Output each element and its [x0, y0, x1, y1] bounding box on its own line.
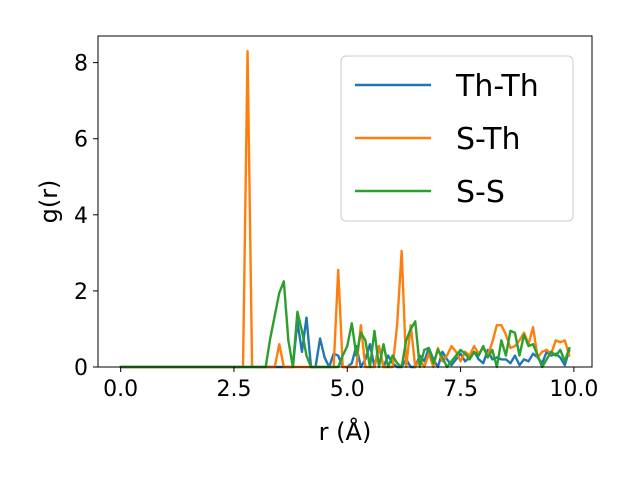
legend-label-s-th: S-Th — [456, 122, 520, 157]
legend-box — [340, 55, 574, 222]
x-tick-label: 5.0 — [330, 377, 365, 402]
x-axis-label: r (Å) — [319, 417, 372, 446]
axes-layer — [97, 35, 593, 368]
y-axis-label: g(r) — [35, 180, 63, 224]
y-tick-label: 2 — [74, 280, 88, 305]
legend-label-th-th: Th-Th — [455, 69, 539, 104]
y-tick-label: 0 — [74, 356, 88, 381]
y-tick-label: 6 — [74, 128, 88, 153]
legend-label-s-s: S-S — [456, 175, 505, 210]
legend: Th-Th S-Th S-S — [340, 55, 574, 222]
x-tick-label: 2.5 — [216, 377, 251, 402]
x-tick-label: 7.5 — [443, 377, 478, 402]
plot-frame — [97, 35, 593, 368]
x-tick-label: 10.0 — [549, 377, 598, 402]
y-tick-label: 4 — [74, 204, 88, 229]
ticks-layer: 0.0 2.5 5.0 7.5 10.0 0 2 4 6 8 — [74, 52, 598, 402]
y-tick-label: 8 — [74, 52, 88, 77]
x-tick-label: 0.0 — [103, 377, 138, 402]
